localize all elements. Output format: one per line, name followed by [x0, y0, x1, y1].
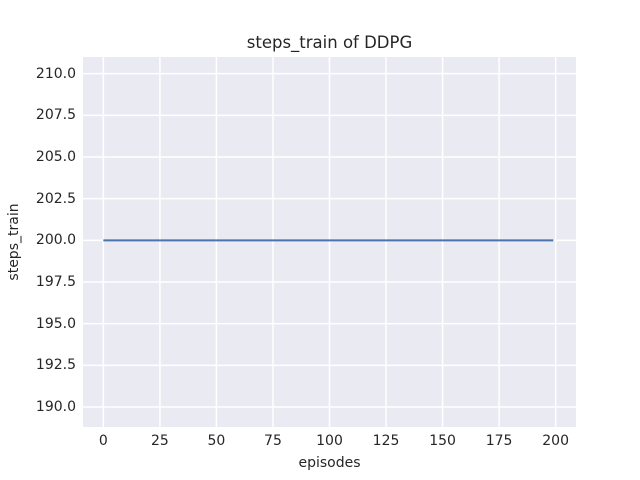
x-axis-label: episodes — [298, 455, 361, 471]
plot-canvas — [83, 57, 576, 427]
y-tick-label: 190.0 — [35, 399, 76, 415]
y-tick-label: 195.0 — [35, 315, 76, 332]
plot-area — [83, 57, 576, 427]
x-tick-label: 175 — [485, 433, 513, 449]
x-tick-label: 75 — [264, 433, 282, 449]
x-tick-label: 125 — [372, 433, 400, 449]
y-tick-label: 207.5 — [35, 107, 76, 124]
y-tick-label: 200.0 — [35, 232, 76, 249]
y-tick-label: 210.0 — [35, 65, 76, 82]
y-tick-label: 205.0 — [35, 149, 76, 165]
x-tick-label: 0 — [98, 433, 108, 449]
x-tick-label: 150 — [429, 433, 456, 449]
x-tick-label: 100 — [316, 433, 343, 449]
y-tick-label: 197.5 — [35, 274, 76, 290]
y-tick-label: 202.5 — [35, 190, 76, 207]
x-tick-label: 200 — [542, 433, 569, 449]
x-tick-label: 50 — [207, 433, 226, 449]
chart-title: steps_train of DDPG — [246, 33, 413, 52]
x-tick-label: 25 — [150, 433, 169, 449]
y-tick-label: 192.5 — [35, 357, 76, 374]
y-axis-label: steps_train — [6, 203, 22, 281]
